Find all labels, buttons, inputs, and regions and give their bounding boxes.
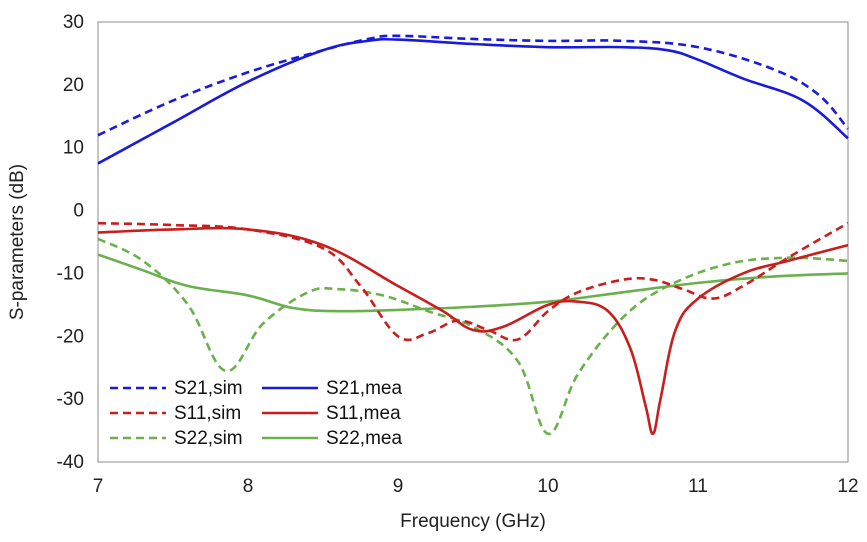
x-tick-label: 10 [537, 476, 558, 497]
series-line-s21-mea [97, 37, 849, 165]
y-tick-label: 20 [63, 75, 84, 96]
series-layer [97, 34, 849, 436]
x-axis-label: Frequency (GHz) [400, 511, 546, 532]
legend-label: S21,mea [326, 378, 402, 399]
legend-label: S22,sim [174, 428, 243, 449]
legend-label: S11,mea [326, 403, 401, 424]
y-tick-label: 30 [63, 12, 84, 33]
legend-label: S22,mea [326, 428, 402, 449]
y-tick-label: -40 [57, 452, 84, 473]
tick-layer: -40 -30 -20 -10 0 10 20 30 7 8 9 10 11 12 [57, 12, 859, 497]
y-tick-label: -10 [57, 263, 84, 284]
x-tick-label: 9 [393, 476, 404, 497]
y-axis-label: S-parameters (dB) [7, 164, 28, 320]
x-tick-label: 7 [93, 476, 104, 497]
x-tick-label: 8 [243, 476, 254, 497]
legend-label: S21,sim [174, 378, 243, 399]
y-tick-label: 10 [63, 138, 84, 159]
series-line-s11-mea [97, 226, 849, 436]
y-tick-label: -30 [57, 389, 84, 410]
x-tick-label: 11 [688, 476, 708, 497]
y-tick-label: 0 [73, 201, 84, 222]
series-line-s21-sim [97, 34, 849, 137]
series-line-s22-mea [97, 253, 849, 313]
series-line-s11-sim [97, 221, 849, 342]
legend: S21,sim S21,mea S11,sim S11,mea S22,sim S22,m… [110, 378, 402, 449]
y-tick-label: -20 [57, 326, 84, 347]
x-tick-label: 12 [837, 476, 858, 497]
legend-label: S11,sim [174, 403, 241, 424]
